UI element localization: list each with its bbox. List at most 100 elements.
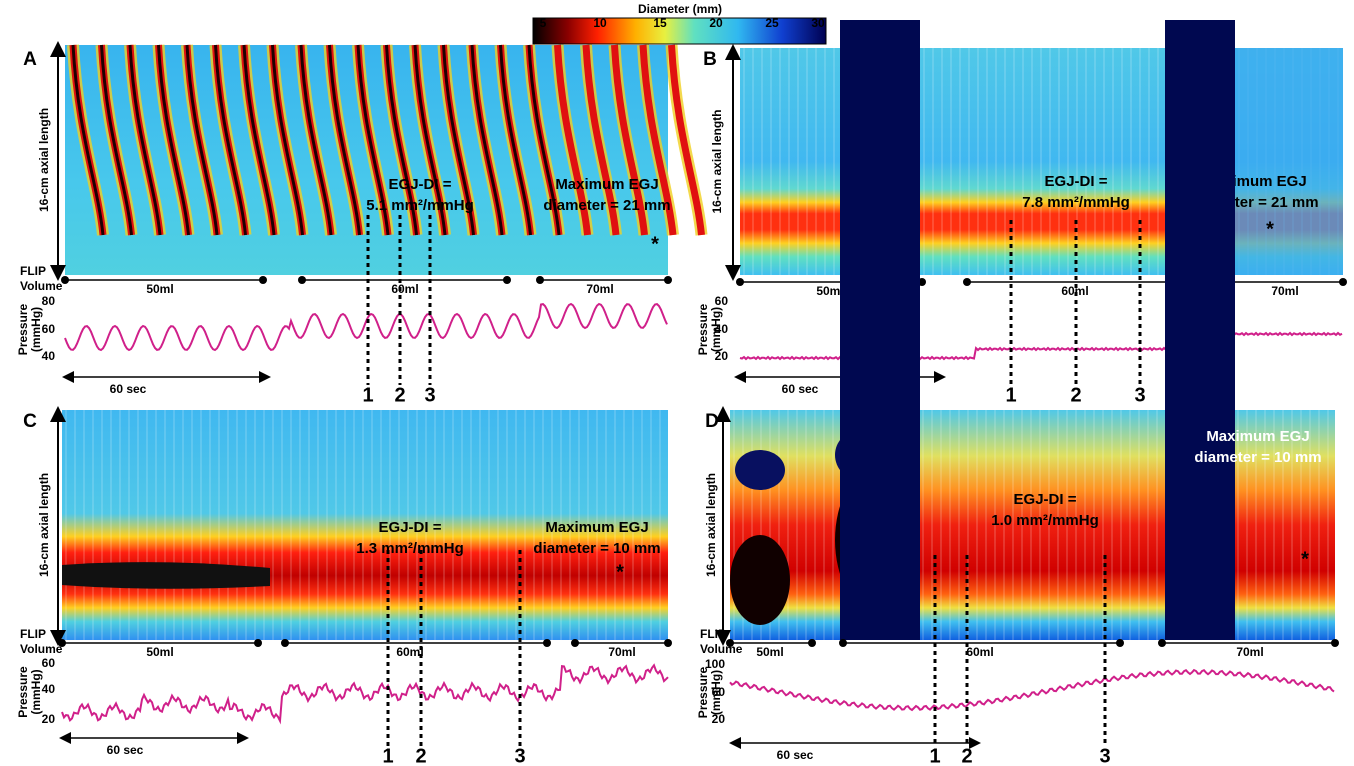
pressure-label: (mmHg): [709, 670, 723, 715]
volume-dot: [1116, 639, 1124, 647]
panel-letter: B: [703, 49, 717, 70]
contraction: [214, 44, 247, 236]
volume-text: 50ml: [756, 645, 783, 659]
time-label: 60 sec: [782, 382, 819, 396]
marker-number: 3: [1134, 384, 1145, 406]
volume-dot: [571, 639, 579, 647]
contraction: [582, 44, 620, 236]
colorbar-tick: 30: [811, 16, 825, 30]
pressure-tick: 80: [42, 294, 56, 308]
volume-label: Volume: [700, 642, 743, 656]
pressure-trace: [64, 302, 668, 352]
marker-number: 1: [929, 745, 940, 766]
egj-di: 1.3 mm²/mmHg: [356, 540, 464, 557]
contraction: [639, 44, 677, 236]
pressure-tick: 100: [705, 657, 725, 671]
asterisk: *: [616, 561, 624, 583]
pressure-tick: 60: [712, 685, 726, 699]
marker-number: 2: [961, 745, 972, 766]
pressure-tick: 20: [712, 712, 726, 726]
contraction: [100, 44, 133, 236]
pressure-label: Pressure: [696, 303, 710, 355]
y-axis-label: 16-cm axial length: [704, 473, 718, 577]
colorbar-tick: 5: [540, 16, 547, 30]
volume-dot: [254, 639, 262, 647]
time-label: 60 sec: [777, 748, 814, 762]
max-egj: Maximum EGJ: [555, 176, 658, 193]
panel-letter: C: [23, 411, 37, 432]
contraction: [328, 44, 361, 236]
contraction: [413, 44, 447, 236]
panel-letter: D: [705, 411, 719, 432]
volume-text: 70ml: [608, 645, 635, 659]
volume-dot: [298, 276, 306, 284]
marker-number: 3: [514, 745, 525, 766]
contraction: [611, 44, 648, 236]
volume-dot: [58, 639, 66, 647]
contraction: [470, 44, 504, 236]
volume-dot: [736, 278, 744, 286]
volume-dot: [281, 639, 289, 647]
volume-label: Volume: [20, 279, 63, 293]
pressure-tick: 20: [715, 349, 729, 363]
volume-label: Volume: [20, 642, 63, 656]
volume-text: 60ml: [396, 645, 423, 659]
contraction: [499, 44, 532, 236]
blob: [1165, 20, 1235, 640]
volume-text: 60ml: [966, 645, 993, 659]
pressure-trace: [61, 663, 669, 725]
contraction: [299, 44, 333, 236]
pressure-tick: 40: [715, 322, 729, 336]
volume-dot: [1331, 639, 1339, 647]
pressure-tick: 60: [715, 294, 729, 308]
egj-di: EGJ-DI =: [389, 176, 452, 193]
colorbar-tick: 20: [709, 16, 723, 30]
volume-dot: [963, 278, 971, 286]
contraction: [356, 44, 390, 236]
panel: 16-cm axial length B 50ml 60ml 70ml Pressure(…: [696, 44, 1347, 406]
volume-dot: [726, 639, 734, 647]
heatmap-bg: [62, 410, 668, 640]
pressure-trace: [729, 668, 1335, 712]
pressure-tick: 20: [42, 712, 56, 726]
blob: [730, 535, 790, 625]
pressure-tick: 40: [42, 682, 56, 696]
volume-text: 60ml: [1061, 284, 1088, 298]
egj-di: 7.8 mm²/mmHg: [1022, 194, 1130, 211]
max-egj: Maximum EGJ: [1206, 428, 1309, 445]
volume-text: 70ml: [586, 282, 613, 296]
contraction: [442, 44, 475, 236]
pressure-label: Pressure: [16, 303, 30, 355]
asterisk: *: [1301, 548, 1309, 570]
heatmap: [730, 20, 1335, 640]
volume-dot: [808, 639, 816, 647]
colorbar: Diameter (mm): [532, 2, 827, 45]
contraction: [157, 44, 190, 236]
marker-number: 1: [382, 745, 393, 766]
volume-dot: [61, 276, 69, 284]
flip-label: FLIP: [20, 264, 46, 278]
max-egj: diameter = 21 mm: [543, 197, 670, 214]
contraction: [185, 44, 219, 236]
time-label: 60 sec: [107, 743, 144, 757]
contraction: [554, 44, 591, 236]
volume-dot: [543, 639, 551, 647]
time-label: 60 sec: [110, 382, 147, 396]
egj-di: 5.1 mm²/mmHg: [366, 197, 474, 214]
colorbar-title: Diameter (mm): [638, 2, 722, 16]
colorbar-scale: [532, 17, 827, 45]
y-axis-label: 16-cm axial length: [37, 473, 51, 577]
pressure-tick: 60: [42, 656, 56, 670]
volume-dot: [536, 276, 544, 284]
volume-dot: [664, 276, 672, 284]
volume-dot: [1339, 278, 1347, 286]
volume-text: 50ml: [816, 284, 843, 298]
pressure-tick: 40: [42, 349, 56, 363]
colorbar-tick: 10: [593, 16, 607, 30]
marker-number: 3: [424, 384, 435, 406]
volume-dot: [664, 639, 672, 647]
max-egj: Maximum EGJ: [545, 519, 648, 536]
